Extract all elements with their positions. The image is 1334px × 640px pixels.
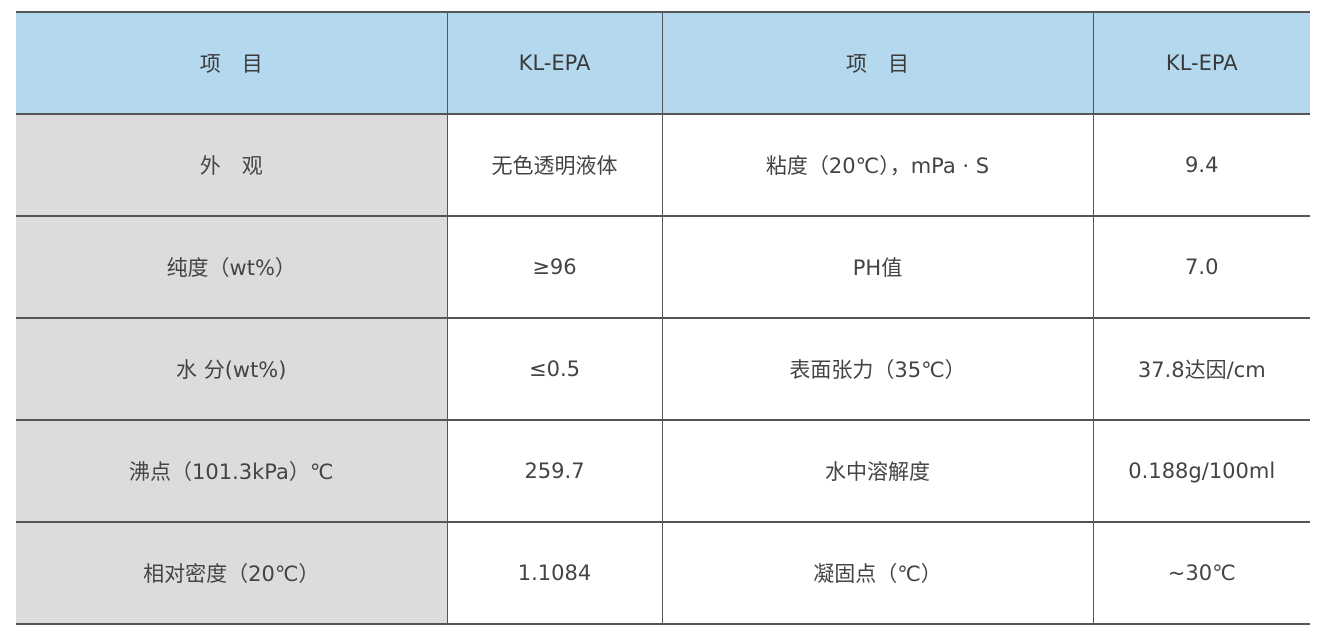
property-value: 无色透明液体 <box>446 113 663 217</box>
property-label: PH值 <box>661 215 1094 319</box>
property-label: 水中溶解度 <box>661 419 1094 523</box>
property-value: 259.7 <box>446 419 663 523</box>
property-value: 7.0 <box>1092 215 1310 319</box>
property-value: 37.8达因/cm <box>1092 317 1310 421</box>
property-value: 0.188g/100ml <box>1092 419 1310 523</box>
header-row: 项 目 KL-EPA 项 目 KL-EPA <box>16 11 1310 115</box>
header-value: KL-EPA <box>446 11 663 115</box>
property-label: 水 分(wt%) <box>16 317 448 421</box>
property-value: 9.4 <box>1092 113 1310 217</box>
property-label: 表面张力（35℃） <box>661 317 1094 421</box>
property-label: 粘度（20℃），mPa · S <box>661 113 1094 217</box>
header-item: 项 目 <box>661 11 1094 115</box>
header-value: KL-EPA <box>1092 11 1310 115</box>
property-label: 纯度（wt%） <box>16 215 448 319</box>
table-row: 水 分(wt%) ≤0.5 表面张力（35℃） 37.8达因/cm <box>16 317 1310 421</box>
property-label: 外 观 <box>16 113 448 217</box>
table-row: 外 观无色透明液体 粘度（20℃），mPa · S 9.4 <box>16 113 1310 217</box>
property-value: ~30℃ <box>1092 521 1310 625</box>
property-value: ≥96 <box>446 215 663 319</box>
table-row: 沸点（101.3kPa）℃ 259.7 水中溶解度 0.188g/100ml <box>16 419 1310 523</box>
table-row: 纯度（wt%） ≥96 PH值 7.0 <box>16 215 1310 319</box>
property-label: 相对密度（20℃） <box>16 521 448 625</box>
property-label: 凝固点（℃） <box>661 521 1094 625</box>
table-row: 相对密度（20℃） 1.1084 凝固点（℃） ~30℃ <box>16 521 1310 625</box>
spec-table: 项 目 KL-EPA 项 目 KL-EPA 外 观无色透明液体 粘度（20℃），m… <box>16 11 1310 625</box>
property-value: ≤0.5 <box>446 317 663 421</box>
header-item: 项 目 <box>16 11 448 115</box>
property-label: 沸点（101.3kPa）℃ <box>16 419 448 523</box>
property-value: 1.1084 <box>446 521 663 625</box>
